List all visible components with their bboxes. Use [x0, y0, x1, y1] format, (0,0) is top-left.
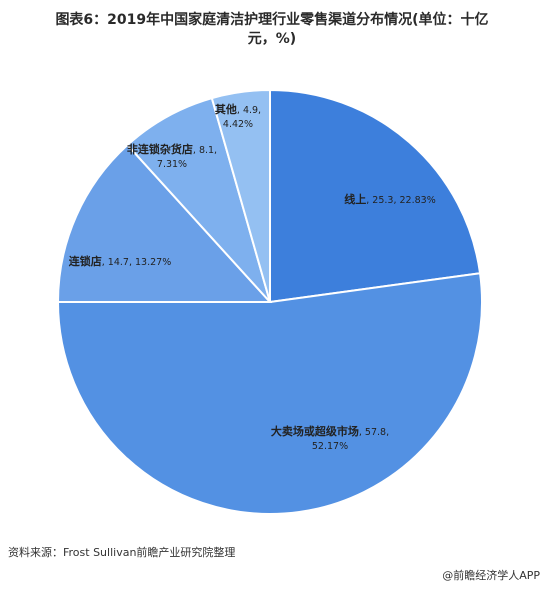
pie-slice	[210, 88, 271, 303]
pie-slice	[56, 143, 273, 303]
category-label: 非连锁杂货店	[127, 142, 193, 156]
data-label-text: 非连锁杂货店, 8.1, 7.31%	[127, 142, 217, 170]
value-label: , 14.7, 13.27%	[102, 257, 171, 268]
data-label-text: 其他, 4.9, 4.42%	[215, 102, 261, 130]
data-label: 线上, 25.3, 22.83%	[344, 192, 435, 206]
pie-slice	[126, 96, 271, 303]
value-label: , 25.3, 22.83%	[366, 195, 435, 206]
category-label: 其他	[215, 102, 237, 116]
data-label-text: 大卖场或超级市场, 57.8, 52.17%	[271, 424, 389, 452]
data-label: 非连锁杂货店, 8.1, 7.31%	[127, 142, 217, 170]
chart-title: 图表6：2019年中国家庭清洁护理行业零售渠道分布情况(单位：十亿元，%)	[55, 11, 488, 47]
data-label-text: 连锁店, 14.7, 13.27%	[69, 254, 171, 268]
category-label: 大卖场或超级市场	[271, 424, 359, 438]
pie-slice	[269, 88, 482, 304]
value-label: , 57.8,	[359, 427, 389, 438]
value-label: , 4.9,	[237, 105, 261, 116]
brand: @前瞻经济学人APP	[442, 568, 540, 582]
data-label: 大卖场或超级市场, 57.8, 52.17%	[271, 424, 389, 452]
data-label: 其他, 4.9, 4.42%	[215, 102, 261, 130]
data-label: 连锁店, 14.7, 13.27%	[69, 254, 171, 268]
value-label: , 8.1,	[193, 145, 217, 156]
category-label: 连锁店	[69, 254, 102, 268]
source: 资料来源：Frost Sullivan前瞻产业研究院整理	[8, 545, 235, 559]
pie-slice	[56, 272, 483, 515]
data-label-text: 线上, 25.3, 22.83%	[344, 192, 435, 206]
category-label: 线上	[344, 192, 366, 206]
